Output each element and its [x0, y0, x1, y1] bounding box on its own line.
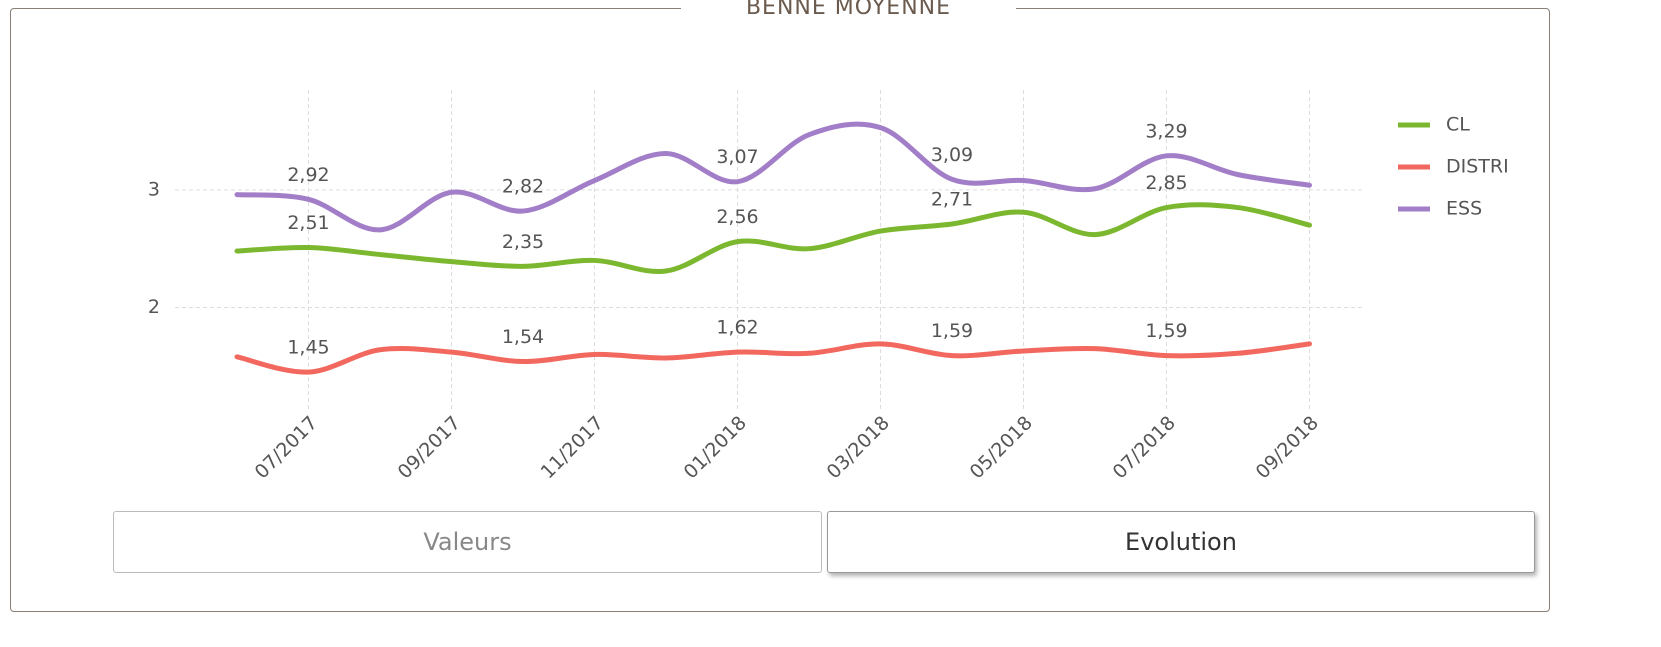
legend-label: DISTRI — [1446, 156, 1509, 178]
data-label: 2,35 — [502, 231, 544, 253]
data-label: 1,62 — [716, 317, 758, 339]
legend-label: ESS — [1446, 198, 1482, 220]
y-tick-label: 2 — [148, 296, 160, 318]
x-tick-label: 07/2018 — [1109, 412, 1180, 483]
y-tick-label: 3 — [148, 178, 160, 200]
data-label: 3,09 — [931, 144, 973, 166]
data-label: 2,82 — [502, 176, 544, 198]
data-label: 3,29 — [1145, 120, 1187, 142]
x-tick-label: 07/2017 — [251, 412, 322, 483]
x-tick-label: 05/2018 — [966, 412, 1037, 483]
values-button[interactable]: Valeurs — [113, 511, 822, 573]
data-label: 2,85 — [1145, 172, 1187, 194]
data-label: 2,71 — [931, 189, 973, 211]
chart: 2 3 07/2017 09/2017 11/2017 01/2018 03/2018 05/… — [148, 90, 1509, 483]
data-label: 1,59 — [1145, 320, 1187, 342]
legend-label: CL — [1446, 114, 1470, 136]
series-line — [234, 121, 1312, 233]
panel: BENNE MOYENNE — [10, 0, 1550, 612]
data-label: 2,92 — [287, 164, 329, 186]
data-label: 1,45 — [287, 337, 329, 359]
data-label: 3,07 — [716, 146, 758, 168]
data-label: 1,54 — [502, 326, 544, 348]
series-line — [234, 341, 1312, 375]
data-label: 2,56 — [716, 206, 758, 228]
panel-title: BENNE MOYENNE — [681, 0, 1016, 20]
x-tick-label: 09/2017 — [394, 412, 465, 483]
data-label: 1,59 — [931, 320, 973, 342]
data-label: 2,51 — [287, 212, 329, 234]
x-tick-label: 03/2018 — [823, 412, 894, 483]
x-tick-label: 09/2018 — [1252, 412, 1323, 483]
x-tick-label: 01/2018 — [680, 412, 751, 483]
series-line — [234, 202, 1312, 275]
evolution-button[interactable]: Evolution — [827, 511, 1535, 573]
x-tick-label: 11/2017 — [537, 412, 608, 483]
